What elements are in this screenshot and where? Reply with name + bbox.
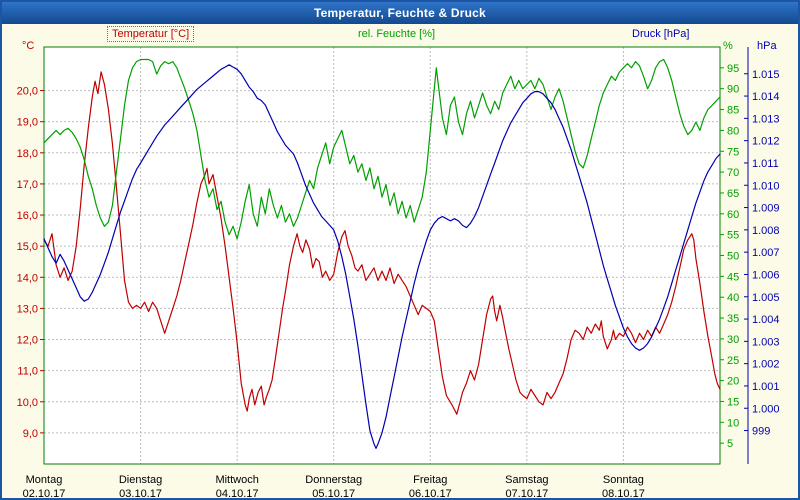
pressure-axis-tick-label: 1.005 <box>752 292 780 304</box>
humidity-axis-tick-label: 50 <box>727 251 739 263</box>
pressure-axis-tick-label: 1.004 <box>752 314 780 326</box>
pressure-axis-tick-label: 1.000 <box>752 403 780 415</box>
window-title: Temperatur, Feuchte & Druck <box>314 6 486 20</box>
humidity-axis-tick-label: 30 <box>727 334 739 346</box>
legend-temperature[interactable]: Temperatur [°C] <box>106 26 195 42</box>
day-name-label: Sonntag <box>603 474 644 486</box>
day-name-label: Mittwoch <box>215 474 258 486</box>
pressure-axis-tick-label: 1.012 <box>752 136 780 148</box>
day-date-label: 02.10.17 <box>23 488 66 500</box>
humidity-axis-tick-label: 55 <box>727 230 739 242</box>
pressure-axis-tick-label: 1.010 <box>752 180 780 192</box>
pressure-axis-tick-label: 1.007 <box>752 247 780 259</box>
legend-temperature-label: Temperatur [°C] <box>112 28 190 40</box>
day-name-label: Freitag <box>413 474 447 486</box>
temp-axis-tick-label: 16,0 <box>17 210 38 222</box>
humidity-axis-tick-label: 5 <box>727 438 733 450</box>
legend-pressure-label: Druck [hPa] <box>632 28 690 40</box>
legend-humidity-label: rel. Feuchte [%] <box>358 28 436 40</box>
humidity-axis-tick-label: 40 <box>727 292 739 304</box>
day-date-label: 03.10.17 <box>119 488 162 500</box>
humidity-axis-tick-label: 15 <box>727 396 739 408</box>
pressure-axis-tick-label: 1.009 <box>752 203 780 215</box>
pressure-axis-tick-label: 1.013 <box>752 113 780 125</box>
pressure-axis-unit: hPa <box>757 40 777 52</box>
day-date-label: 07.10.17 <box>505 488 548 500</box>
series-humidity <box>43 58 721 240</box>
pressure-axis-tick-label: 1.006 <box>752 269 780 281</box>
humidity-axis-tick-label: 90 <box>727 84 739 96</box>
temp-axis-tick-label: 20,0 <box>17 86 38 98</box>
humidity-axis-tick-label: 85 <box>727 105 739 117</box>
humidity-axis-tick-label: 35 <box>727 313 739 325</box>
day-date-label: 06.10.17 <box>409 488 452 500</box>
temp-axis-tick-label: 19,0 <box>17 117 38 129</box>
day-name-label: Dienstag <box>119 474 162 486</box>
humidity-axis-tick-label: 75 <box>727 146 739 158</box>
pressure-axis-tick-label: 999 <box>752 426 770 438</box>
humidity-axis-tick-label: 70 <box>727 167 739 179</box>
temp-axis-tick-label: 18,0 <box>17 148 38 160</box>
humidity-axis-unit: % <box>723 40 733 52</box>
pressure-axis-tick-label: 1.014 <box>752 91 780 103</box>
temp-axis-tick-label: 15,0 <box>17 241 38 253</box>
day-date-label: 08.10.17 <box>602 488 645 500</box>
series-pressure <box>43 64 721 449</box>
humidity-axis-tick-label: 20 <box>727 376 739 388</box>
pressure-axis-tick-label: 1.002 <box>752 359 780 371</box>
title-bar: Temperatur, Feuchte & Druck <box>2 2 798 24</box>
humidity-axis-tick-label: 25 <box>727 355 739 367</box>
temp-axis-tick-label: 10,0 <box>17 397 38 409</box>
series-temperature <box>43 71 721 415</box>
day-name-label: Montag <box>26 474 63 486</box>
humidity-axis-tick-label: 65 <box>727 188 739 200</box>
pressure-axis-tick-label: 1.003 <box>752 336 780 348</box>
humidity-axis-tick-label: 80 <box>727 125 739 137</box>
temp-axis-tick-label: 11,0 <box>17 366 38 378</box>
temp-axis-tick-label: 13,0 <box>17 303 38 315</box>
humidity-axis-tick-label: 10 <box>727 417 739 429</box>
temp-axis-tick-label: 14,0 <box>17 272 38 284</box>
humidity-axis-tick-label: 60 <box>727 209 739 221</box>
day-date-label: 05.10.17 <box>312 488 355 500</box>
day-name-label: Samstag <box>505 474 548 486</box>
legend-pressure[interactable]: Druck [hPa] <box>628 27 693 41</box>
day-date-label: 04.10.17 <box>216 488 259 500</box>
humidity-axis-tick-label: 95 <box>727 63 739 75</box>
legend-humidity[interactable]: rel. Feuchte [%] <box>354 27 439 41</box>
pressure-axis-tick-label: 1.008 <box>752 225 780 237</box>
humidity-axis-tick-label: 45 <box>727 271 739 283</box>
temp-axis-tick-label: 9,0 <box>23 428 38 440</box>
temp-axis-tick-label: 12,0 <box>17 335 38 347</box>
pressure-axis-tick-label: 1.001 <box>752 381 780 393</box>
temp-axis-tick-label: 17,0 <box>17 179 38 191</box>
temp-axis-unit: °C <box>22 40 35 52</box>
pressure-axis-tick-label: 1.011 <box>752 158 779 170</box>
day-name-label: Donnerstag <box>305 474 362 486</box>
plot-area[interactable] <box>44 47 720 464</box>
pressure-axis-tick-label: 1.015 <box>752 69 780 81</box>
